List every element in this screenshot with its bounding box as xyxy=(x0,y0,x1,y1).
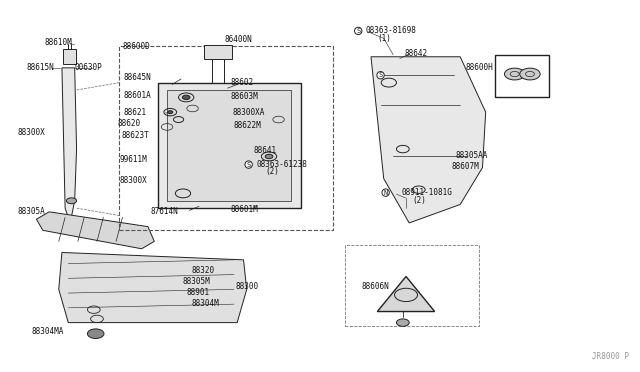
Text: 88300X: 88300X xyxy=(17,128,45,137)
Text: 88622M: 88622M xyxy=(234,121,262,130)
Text: 88600H: 88600H xyxy=(465,62,493,72)
Text: S: S xyxy=(378,72,383,78)
Bar xyxy=(495,55,549,97)
Text: 88642: 88642 xyxy=(404,49,428,58)
Circle shape xyxy=(265,154,273,159)
Text: 88601M: 88601M xyxy=(231,205,259,214)
Text: 88615N: 88615N xyxy=(27,63,54,72)
Bar xyxy=(204,45,232,59)
Text: 88305AA: 88305AA xyxy=(455,151,488,160)
Text: 88304M: 88304M xyxy=(191,299,219,308)
Text: N: N xyxy=(383,190,388,196)
Text: 08363-81698: 08363-81698 xyxy=(366,26,417,35)
Text: 88305A: 88305A xyxy=(17,206,45,216)
Circle shape xyxy=(88,329,104,339)
Text: 88601A: 88601A xyxy=(123,91,151,100)
Text: 88621: 88621 xyxy=(124,108,147,118)
Polygon shape xyxy=(371,57,486,223)
Text: 88603M: 88603M xyxy=(231,92,259,101)
Polygon shape xyxy=(59,253,246,323)
Circle shape xyxy=(182,95,190,100)
Text: 08911-1081G: 08911-1081G xyxy=(401,188,452,197)
Text: 88894M: 88894M xyxy=(505,68,532,77)
Text: 87614N: 87614N xyxy=(150,206,179,216)
Text: 88606N: 88606N xyxy=(362,282,389,291)
Bar xyxy=(157,83,301,208)
Circle shape xyxy=(67,198,77,204)
Text: 00630P: 00630P xyxy=(75,63,102,72)
Text: 88602: 88602 xyxy=(231,78,254,87)
Text: 88300XA: 88300XA xyxy=(232,108,264,118)
Text: 99611M: 99611M xyxy=(119,155,147,164)
Text: 88641: 88641 xyxy=(253,147,276,155)
Text: 88305M: 88305M xyxy=(182,277,210,286)
Polygon shape xyxy=(36,212,154,249)
Text: (1): (1) xyxy=(378,34,391,43)
Text: 88620: 88620 xyxy=(117,119,141,128)
Bar xyxy=(346,245,479,326)
Bar xyxy=(63,49,76,64)
Text: 86400N: 86400N xyxy=(225,35,252,44)
Bar xyxy=(119,46,333,230)
Text: 88304MA: 88304MA xyxy=(32,327,65,336)
Circle shape xyxy=(396,319,409,326)
Text: 88901: 88901 xyxy=(186,288,209,297)
Text: (2): (2) xyxy=(412,196,426,205)
Text: 88300X: 88300X xyxy=(120,176,148,185)
Text: 88610M: 88610M xyxy=(45,38,72,47)
Circle shape xyxy=(504,68,525,80)
Text: 88645N: 88645N xyxy=(124,73,152,82)
Bar xyxy=(167,90,291,201)
Circle shape xyxy=(520,68,540,80)
Text: JR8000 P: JR8000 P xyxy=(592,352,629,361)
Text: 88600D: 88600D xyxy=(122,42,150,51)
Polygon shape xyxy=(378,276,435,311)
Text: S: S xyxy=(246,161,251,167)
Text: (2): (2) xyxy=(266,167,280,176)
Circle shape xyxy=(168,111,173,113)
Text: 88607M: 88607M xyxy=(451,162,479,171)
Text: 88320: 88320 xyxy=(191,266,214,275)
Text: 88300: 88300 xyxy=(236,282,259,291)
Text: S: S xyxy=(356,28,360,34)
Text: 08363-61238: 08363-61238 xyxy=(256,160,307,169)
Text: 88623T: 88623T xyxy=(122,131,150,140)
Polygon shape xyxy=(62,68,77,223)
